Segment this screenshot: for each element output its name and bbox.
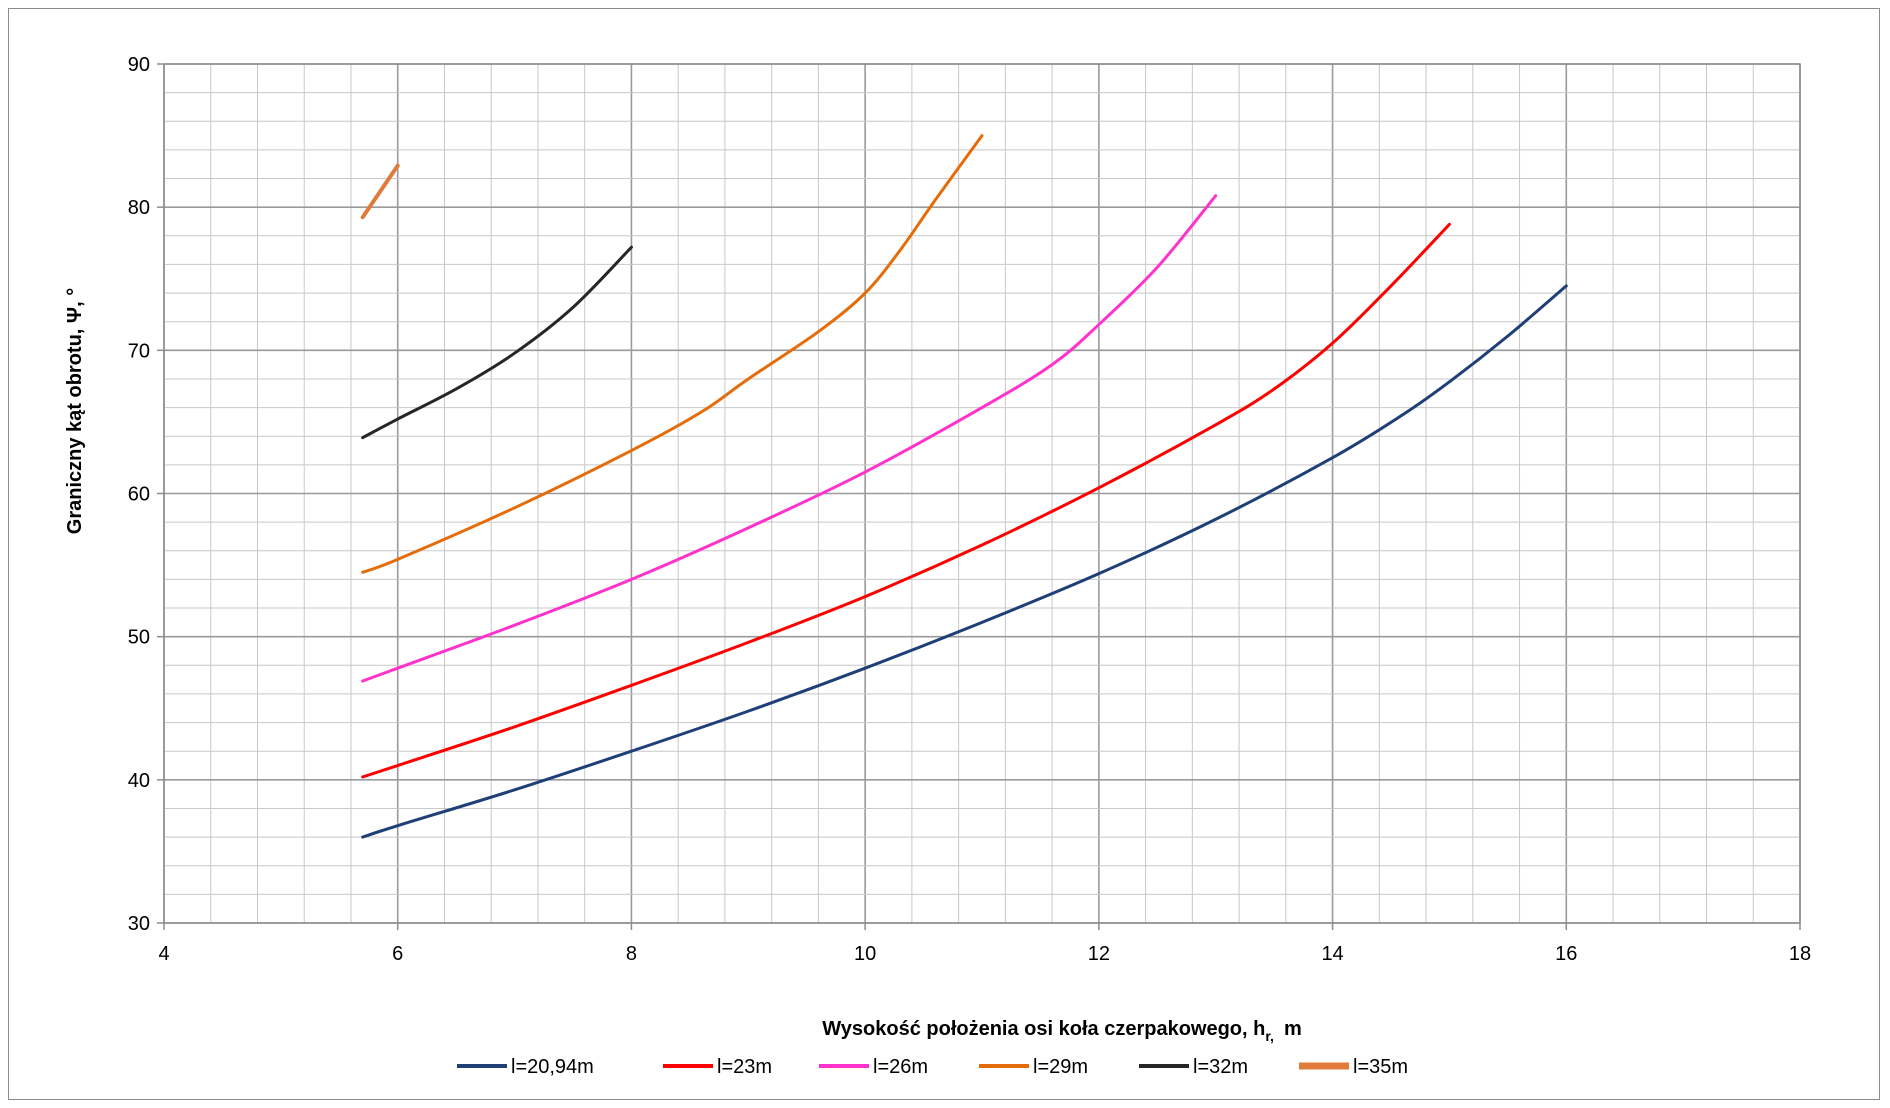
legend-label-6: l=35m xyxy=(1353,1056,1408,1078)
series-line-4 xyxy=(361,134,984,574)
y-tick-label: 30 xyxy=(128,913,150,935)
y-tick-label: 70 xyxy=(128,340,150,362)
x-tick-label: 14 xyxy=(1321,943,1343,965)
grid xyxy=(163,63,1801,924)
line-chart: 4 6 8 10 12 14 16 18 30 40 50 60 70 80 90 Graniczny ką… xyxy=(64,54,1811,1078)
legend-label-1: l=20,94m xyxy=(511,1056,594,1078)
legend-label-5: l=32m xyxy=(1193,1056,1248,1078)
y-tick-label: 60 xyxy=(128,484,150,506)
x-tick-label: 4 xyxy=(158,943,169,965)
chart-frame: 4 6 8 10 12 14 16 18 30 40 50 60 70 80 90 Graniczny ką… xyxy=(8,8,1880,1100)
series-line-3 xyxy=(361,194,1218,683)
x-tick-label: 12 xyxy=(1088,943,1110,965)
x-axis-title-unit: m xyxy=(1284,1018,1302,1040)
x-axis-title-subscript: r, xyxy=(1265,1028,1274,1044)
legend: l=20,94m l=23m l=26m l=29m l=32m l=35m xyxy=(457,1056,1408,1078)
y-tick-label: 40 xyxy=(128,770,150,792)
x-tick-label: 10 xyxy=(854,943,876,965)
series-lines xyxy=(360,134,1568,839)
series-line-2 xyxy=(361,222,1451,779)
y-axis-title: Graniczny kąt obrotu, Ψ, ° xyxy=(64,288,86,534)
series-line-6 xyxy=(360,163,400,220)
y-tick-label: 50 xyxy=(128,627,150,649)
legend-label-2: l=23m xyxy=(717,1056,772,1078)
y-tick-label: 90 xyxy=(128,54,150,76)
x-tick-label: 16 xyxy=(1555,943,1577,965)
x-axis-title-main: Wysokość położenia osi koła czerpakowego… xyxy=(822,1018,1265,1040)
x-tick-label: 6 xyxy=(392,943,403,965)
series-line-5 xyxy=(361,245,633,440)
x-tick-label: 18 xyxy=(1789,943,1811,965)
x-axis-title: Wysokość położenia osi koła czerpakowego… xyxy=(822,1018,1301,1044)
y-tick-label: 80 xyxy=(128,197,150,219)
axis-ticks: 4 6 8 10 12 14 16 18 30 40 50 60 70 80 90 xyxy=(128,54,1811,965)
x-tick-label: 8 xyxy=(626,943,637,965)
legend-label-3: l=26m xyxy=(873,1056,928,1078)
series-line-1 xyxy=(361,284,1568,839)
legend-label-4: l=29m xyxy=(1033,1056,1088,1078)
